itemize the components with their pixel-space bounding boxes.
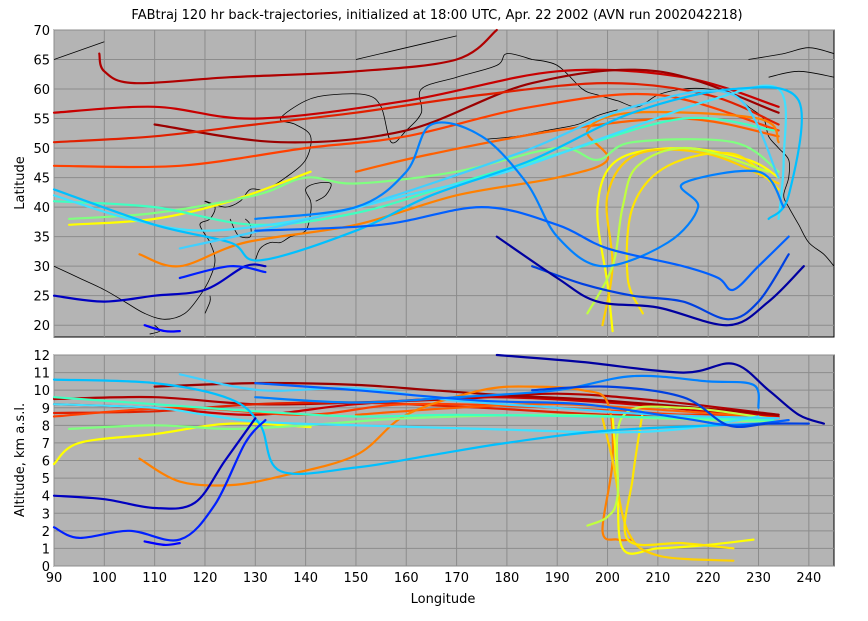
trajectory-line [52,92,780,169]
x-tick-label: 110 [142,571,167,586]
y-tick-label: 70 [33,24,50,39]
trajectory-line [52,417,257,510]
longitude-ticks: 90 100 110 120 130 140 150 160 170 180 190 200 210 22… [46,571,822,586]
x-tick-label: 240 [796,571,821,586]
y-tick-label: 25 [33,290,50,305]
y-tick-label: 55 [33,113,50,128]
y-tick-label: 10 [33,384,50,399]
x-tick-label: 140 [293,571,318,586]
trajectory-line [143,540,181,547]
trajectory-line [625,151,780,315]
trajectory-line [495,235,805,327]
y-tick-label: 65 [33,54,50,69]
trajectory-line [52,116,775,227]
trajectory-line [52,263,267,303]
trajectory-line [52,419,267,542]
coastline [768,70,835,78]
y-tick-label: 30 [33,260,50,275]
y-tick-label: 3 [42,507,50,522]
trajectory-line [178,265,267,280]
y-tick-label: 1 [42,542,50,557]
coastline [748,47,835,60]
trajectory-line [52,86,803,262]
trajectory-line [52,82,780,144]
y-tick-label: 0 [42,560,50,575]
x-tick-label: 100 [92,571,117,586]
trajectory-line [68,170,312,226]
coastline [149,324,161,335]
y-tick-label: 35 [33,231,50,246]
y-tick-label: 45 [33,172,50,187]
x-tick-label: 220 [696,571,721,586]
trajectory-line [52,403,760,434]
trajectory-line [601,417,735,562]
trajectory-line [531,385,810,429]
trajectory-line [143,324,181,333]
y-tick-label: 9 [42,402,50,417]
coastline [53,41,105,60]
map-panel: 20 25 30 35 40 45 50 55 60 65 70 Latitude [13,24,835,338]
trajectory-line [68,138,780,220]
y-tick-label: 60 [33,83,50,98]
y-tick-label: 12 [33,349,50,364]
altitude-trajectory-lines [52,353,825,562]
map-plot-area [53,29,835,338]
x-tick-label: 160 [394,571,419,586]
y-tick-label: 2 [42,525,50,540]
x-tick-label: 200 [595,571,620,586]
trajectory-line [52,422,312,466]
map-latitude-ticks: 20 25 30 35 40 45 50 55 60 65 70 [33,24,50,334]
altitude-ylabel: Altitude, km a.s.l. [13,403,28,517]
x-tick-label: 210 [645,571,670,586]
trajectory-line [138,385,634,542]
y-tick-label: 50 [33,142,50,157]
x-tick-label: 150 [344,571,369,586]
trajectory-line [586,146,770,315]
y-tick-label: 7 [42,437,50,452]
y-tick-label: 20 [33,319,50,334]
trajectory-line [623,410,735,550]
coastline [204,295,211,314]
trajectory-line [586,405,770,527]
x-tick-label: 90 [46,571,63,586]
y-tick-label: 5 [42,472,50,487]
x-tick-label: 130 [243,571,268,586]
coastline [532,59,835,267]
figure-title: FABtraj 120 hr back-trajectories, initia… [131,8,742,23]
y-tick-label: 4 [42,490,50,505]
trajectory-line [531,253,790,321]
trajectory-line [153,68,780,144]
coastline [254,181,332,261]
x-tick-label: 120 [193,571,218,586]
map-ylabel: Latitude [13,156,28,210]
trajectory-line [52,84,788,232]
x-tick-label: 170 [444,571,469,586]
trajectory-line [254,206,790,292]
trajectory-line [178,89,780,250]
x-tick-label: 190 [545,571,570,586]
x-tick-label: 180 [494,571,519,586]
trajectory-line [98,28,498,85]
x-tick-label: 230 [746,571,771,586]
trajectory-line [495,353,825,425]
y-tick-label: 6 [42,455,50,470]
trajectory-line [596,147,780,333]
x-axis-label: Longitude [411,592,476,607]
y-tick-label: 40 [33,201,50,216]
trajectory-line [254,121,785,268]
y-tick-label: 11 [33,367,50,382]
coastline [355,35,457,60]
map-trajectory-lines [52,28,805,333]
trajectory-line [52,378,760,475]
y-tick-label: 8 [42,419,50,434]
trajectory-line [254,374,760,409]
